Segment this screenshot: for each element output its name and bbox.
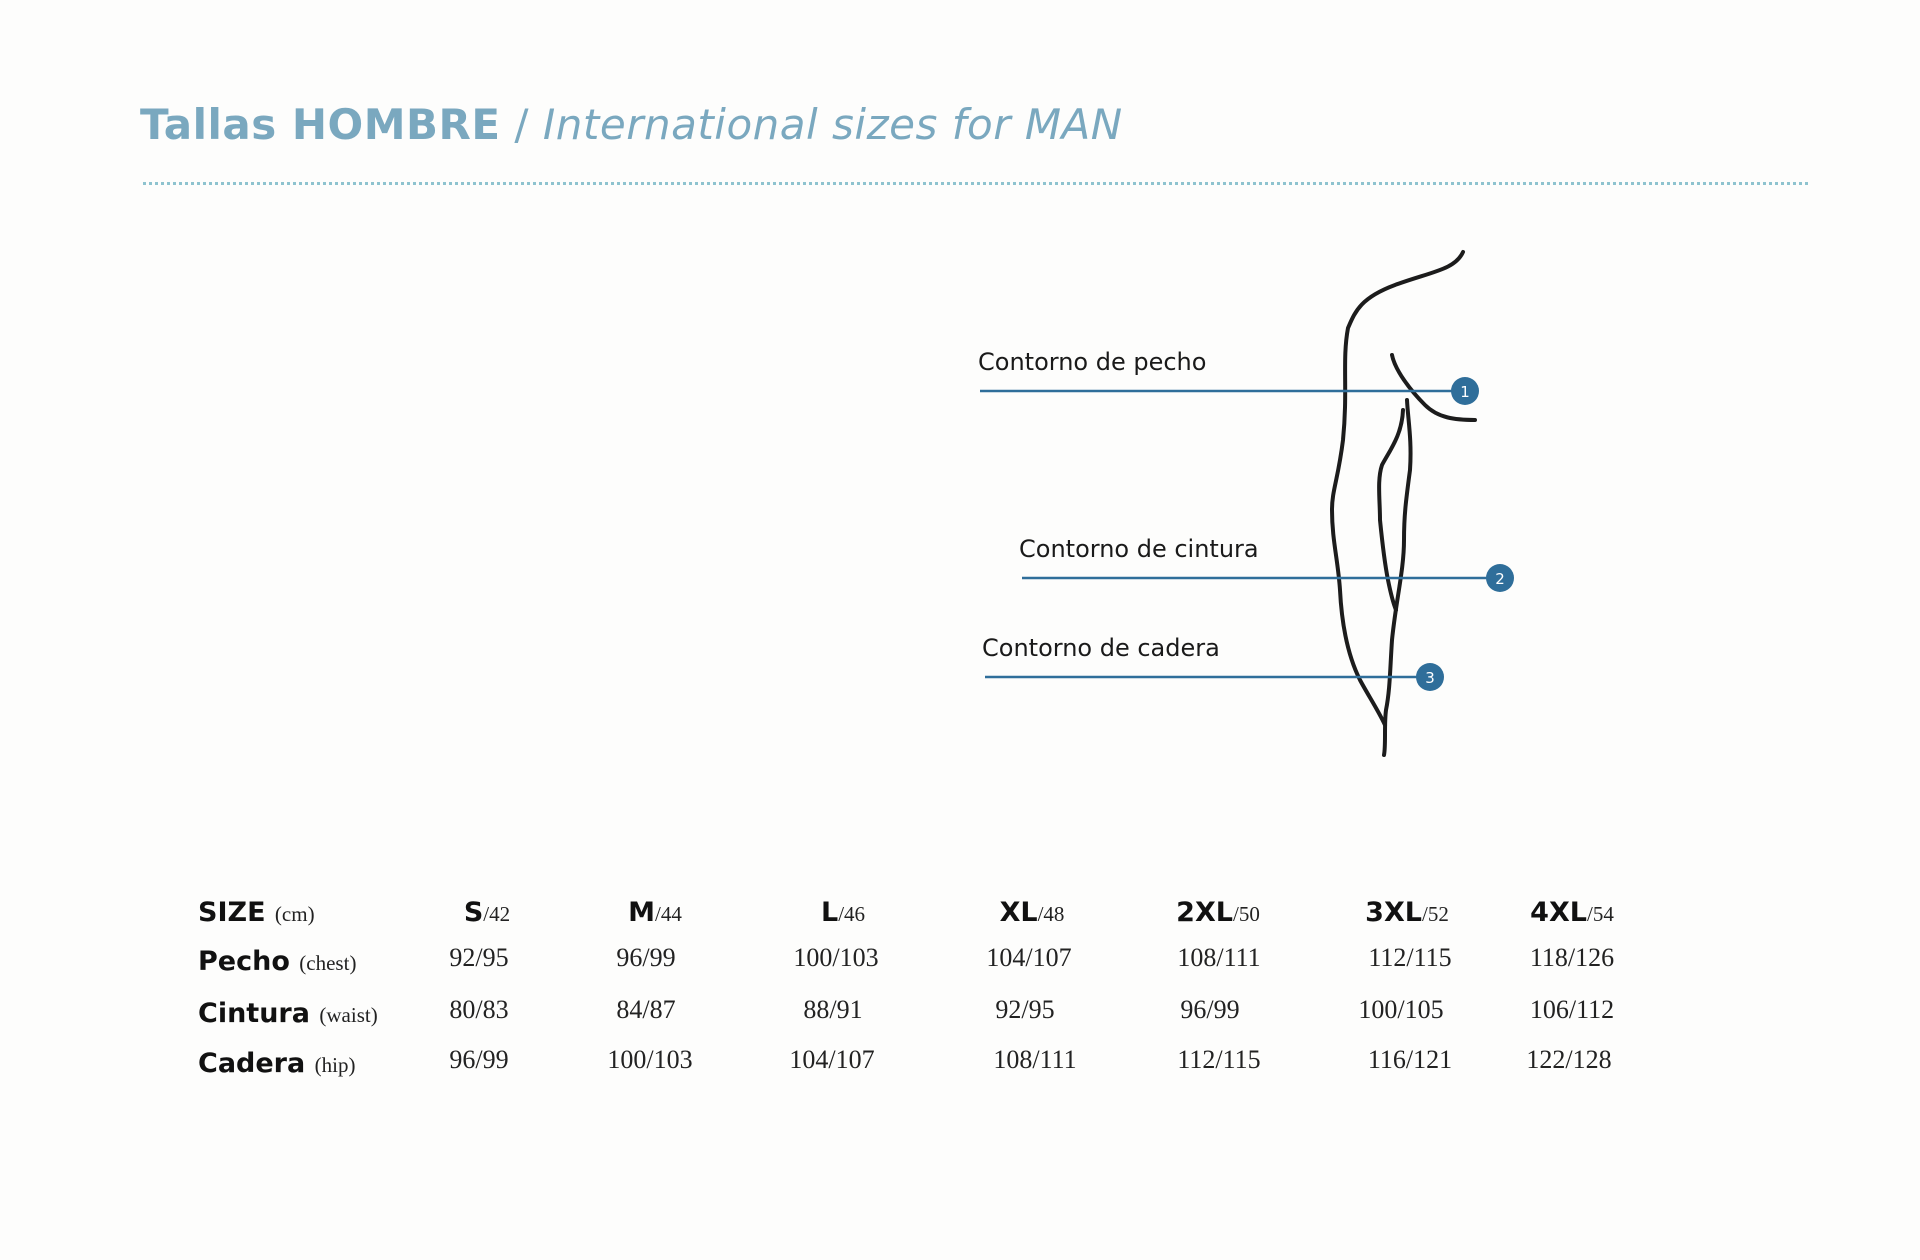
chest-value-xl: 104/107 [986, 943, 1072, 972]
hip-value-3xl: 116/121 [1367, 1045, 1453, 1074]
size-column-3xl: 3XL/52 [1365, 897, 1449, 928]
hip-value-2xl: 112/115 [1177, 1045, 1261, 1074]
size-column-4xl: 4XL/54 [1530, 897, 1614, 928]
waist-value-2xl: 96/99 [1180, 995, 1240, 1024]
page-title: Tallas HOMBRE / International sizes for … [140, 100, 1123, 149]
hip-value-s: 96/99 [449, 1045, 509, 1074]
label-waist-contour: Contorno de cintura [1019, 535, 1259, 563]
hip-value-l: 104/107 [789, 1045, 875, 1074]
size-header: SIZE (cm) [198, 897, 315, 928]
chest-value-3xl: 112/115 [1368, 943, 1452, 972]
dotted-divider [143, 182, 1808, 185]
label-chest-contour: Contorno de pecho [978, 348, 1207, 376]
marker-1-number: 1 [1460, 383, 1470, 401]
label-hip-contour: Contorno de cadera [982, 634, 1220, 662]
size-header-label: SIZE [198, 897, 266, 928]
hip-value-4xl: 122/128 [1526, 1045, 1612, 1074]
hip-value-m: 100/103 [607, 1045, 693, 1074]
title-spanish: Tallas HOMBRE [140, 100, 501, 149]
chest-value-4xl: 118/126 [1529, 943, 1615, 972]
size-column-xl: XL/48 [999, 897, 1065, 928]
marker-2-icon [1486, 564, 1514, 592]
size-column-s: S/42 [463, 897, 511, 928]
title-english: International sizes for MAN [542, 100, 1123, 149]
hip-value-xl: 108/111 [993, 1045, 1077, 1074]
size-column-m: M/44 [628, 897, 682, 928]
chest-value-s: 92/95 [449, 943, 509, 972]
waist-value-m: 84/87 [616, 995, 676, 1024]
marker-2-number: 2 [1495, 570, 1505, 588]
waist-value-4xl: 106/112 [1529, 995, 1615, 1024]
marker-3-number: 3 [1425, 669, 1435, 687]
marker-3-icon [1416, 663, 1444, 691]
row-label-chest: Pecho (chest) [198, 946, 357, 977]
chest-value-2xl: 108/111 [1177, 943, 1261, 972]
row-label-hip: Cadera (hip) [198, 1048, 356, 1079]
torso-silhouette-illustration: 1 2 3 [980, 250, 1514, 757]
chest-value-l: 100/103 [793, 943, 879, 972]
waist-value-3xl: 100/105 [1358, 995, 1444, 1024]
chest-value-m: 96/99 [616, 943, 676, 972]
size-header-unit: (cm) [274, 902, 315, 926]
size-column-l: L/46 [820, 897, 866, 928]
marker-1-icon [1451, 377, 1479, 405]
size-column-2xl: 2XL/50 [1176, 897, 1260, 928]
waist-value-l: 88/91 [803, 995, 863, 1024]
row-label-waist: Cintura (waist) [198, 998, 378, 1029]
waist-value-s: 80/83 [449, 995, 509, 1024]
title-separator: / [514, 100, 530, 149]
body-measurement-figure: 1 2 3 Contorno de pecho Contorno de cint… [960, 240, 1540, 770]
waist-value-xl: 92/95 [995, 995, 1055, 1024]
